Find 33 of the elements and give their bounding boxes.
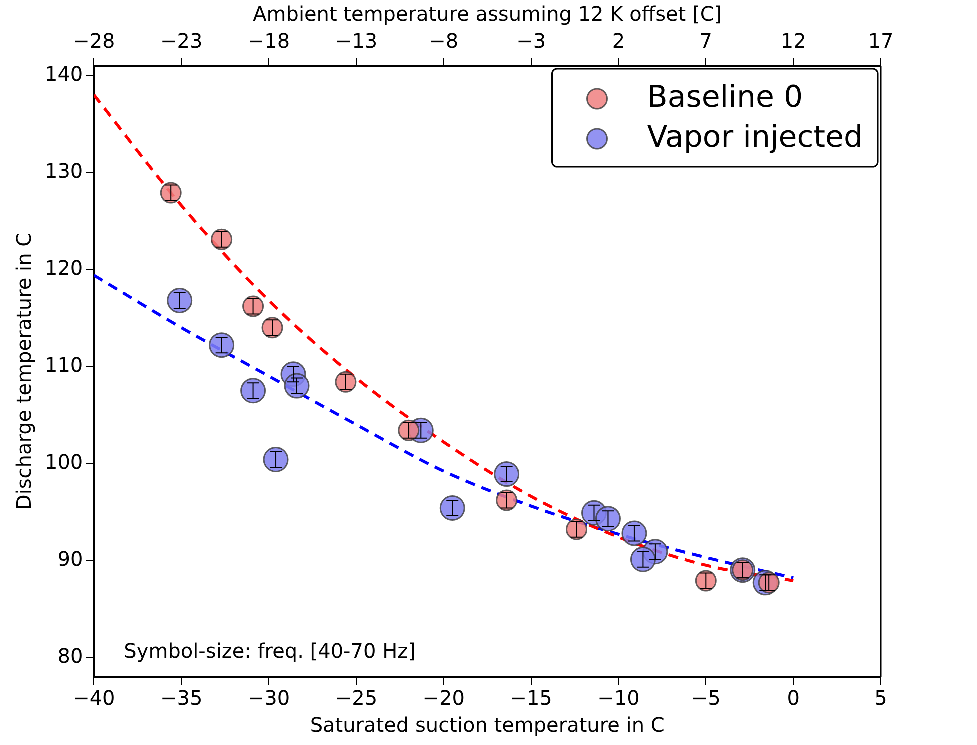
legend-label: Vapor injected: [647, 120, 864, 155]
y-axis-title: Discharge temperature in C: [12, 232, 36, 510]
y-tick-label: 140: [44, 62, 84, 86]
annotation: Symbol-size: freq. [40-70 Hz]: [124, 639, 416, 664]
y-tick-label: 100: [44, 450, 84, 474]
x-axis-title: Saturated suction temperature in C: [310, 713, 665, 738]
x-tick-label: −25: [335, 686, 378, 710]
y-tick-label: 130: [44, 158, 84, 183]
x-tick-label: −35: [160, 686, 203, 710]
legend-label: Baseline 0: [647, 80, 804, 115]
x-tick-label: 5: [874, 686, 888, 710]
x2-tick-label: −18: [248, 29, 290, 54]
x2-tick-label: 2: [612, 29, 626, 54]
x2-tick-label: −23: [160, 29, 203, 54]
x2-axis-title: Ambient temperature assuming 12 K offset [C]: [253, 2, 722, 26]
x2-tick-label: 12: [780, 29, 806, 54]
y-tick-label: 120: [44, 256, 84, 280]
x-tick-label: −5: [691, 686, 721, 710]
x2-tick-label: −8: [429, 29, 459, 54]
x-tick-label: −10: [598, 686, 640, 710]
x2-tick-label: −28: [73, 29, 116, 54]
x2-tick-label: 17: [868, 29, 894, 54]
x2-tick-label: −13: [335, 29, 378, 54]
x-tick-label: −20: [422, 686, 465, 710]
x-tick-label: −40: [73, 686, 116, 710]
x2-tick-label: 7: [700, 29, 713, 54]
y-tick-label: 90: [58, 546, 84, 571]
x-tick-label: −30: [248, 686, 290, 710]
x2-tick-label: −3: [516, 29, 546, 54]
y-tick-label: 110: [44, 352, 84, 377]
x-tick-label: 0: [787, 686, 800, 710]
y-tick-label: 80: [58, 644, 84, 668]
x-tick-label: −15: [510, 686, 552, 710]
